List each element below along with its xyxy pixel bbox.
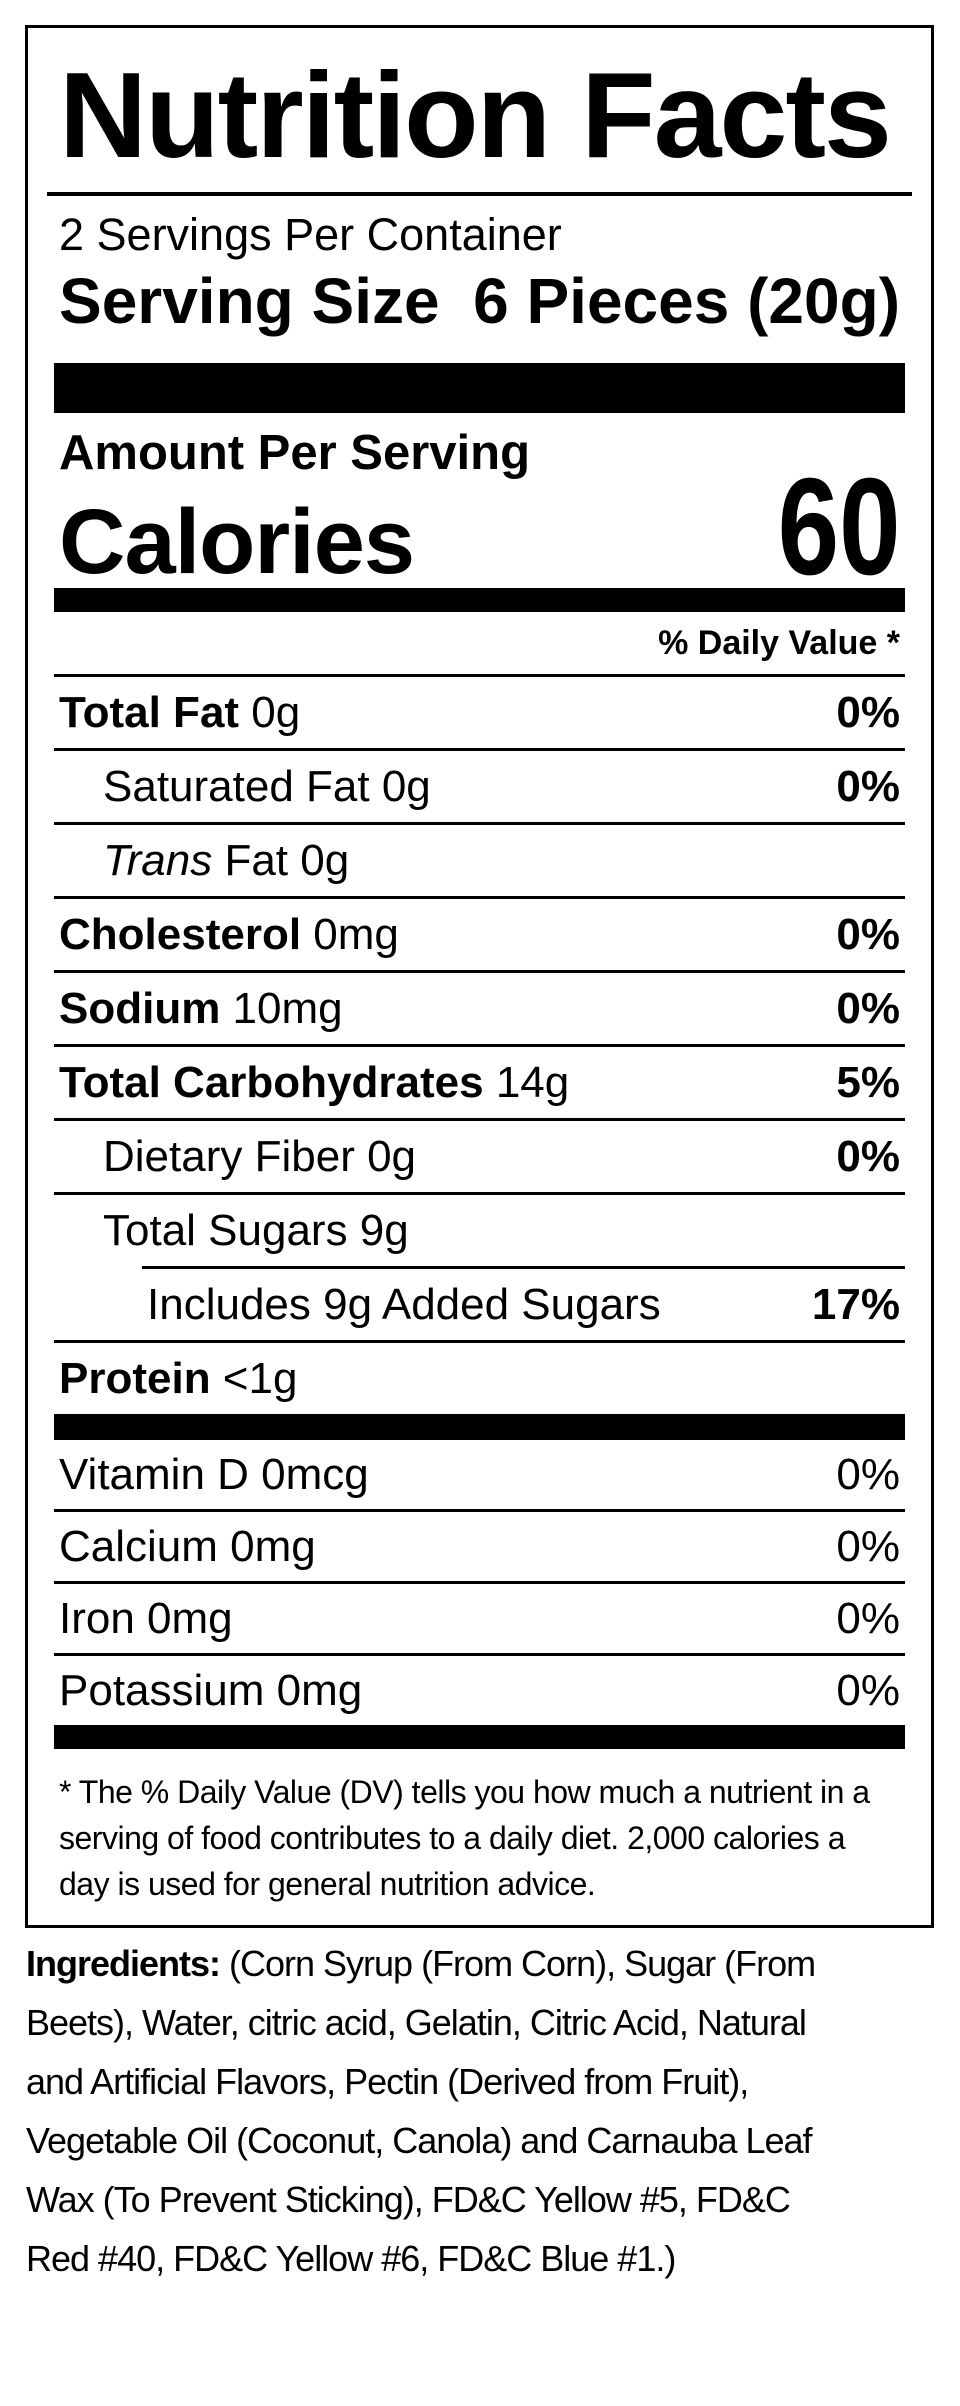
nutrient-row: Sodium 10mg 0% (59, 973, 900, 1044)
row-divider (54, 1340, 905, 1343)
ingredients-line: and Artificial Flavors, Pectin (Derived … (26, 2061, 749, 2102)
nutrient-row: Saturated Fat 0g 0% (59, 751, 900, 822)
nutrient-label: Total Carbohydrates 14g (59, 1057, 570, 1107)
nutrient-label: Dietary Fiber 0g (103, 1131, 417, 1181)
daily-value-header: % Daily Value * (658, 623, 900, 662)
ingredients-section: Ingredients: (Corn Syrup (From Corn), Sug… (26, 1934, 946, 2288)
serving-size-row: Serving Size 6 Pieces (20g) (59, 269, 900, 333)
nutrient-label: Trans Fat 0g (103, 835, 350, 885)
nutrient-row: Cholesterol 0mg 0% (59, 899, 900, 970)
nutrient-percent: 0% (836, 1521, 900, 1571)
nutrient-label: Iron 0mg (59, 1593, 233, 1643)
nutrient-percent: 0% (836, 983, 900, 1033)
footnote-line: day is used for general nutrition advice… (59, 1866, 596, 1902)
row-divider (54, 970, 905, 973)
nutrient-percent: 0% (836, 909, 900, 959)
ingredients-text: (Corn Syrup (From Corn), Sugar (From (229, 1943, 816, 1984)
ingredients-line: Beets), Water, citric acid, Gelatin, Cit… (26, 2002, 807, 2043)
nutrient-percent: 0% (836, 1131, 900, 1181)
serving-size-value: 6 Pieces (20g) (473, 265, 900, 337)
separator-bar-medium (54, 1725, 905, 1749)
nutrient-row: Includes 9g Added Sugars 17% (59, 1269, 900, 1340)
vitamin-rows: Vitamin D 0mcg 0% Calcium 0mg 0% Iron 0mg 0% P… (54, 1440, 905, 1725)
row-divider (54, 674, 905, 677)
nutrient-rows: Total Fat 0g 0% Saturated Fat 0g 0% Trans Fa… (54, 677, 905, 1414)
nutrient-label: Vitamin D 0mcg (59, 1449, 369, 1499)
row-divider (54, 1192, 905, 1195)
nutrient-percent: 0% (836, 1449, 900, 1499)
nutrient-percent: 17% (811, 1279, 900, 1329)
separator-bar-thick (54, 363, 905, 413)
ingredients-line: Vegetable Oil (Coconut, Canola) and Carn… (26, 2120, 813, 2161)
nutrient-row: Potassium 0mg 0% (59, 1656, 900, 1725)
calories-value: 60 (777, 450, 900, 605)
footnote-line: * The % Daily Value (DV) tells you how m… (59, 1774, 870, 1810)
nutrient-percent: 0% (836, 1593, 900, 1643)
nutrient-percent: 0% (836, 1665, 900, 1715)
nutrient-row: Trans Fat 0g (59, 825, 900, 896)
nutrient-label: Protein <1g (59, 1353, 298, 1403)
daily-value-footnote: * The % Daily Value (DV) tells you how m… (59, 1769, 900, 1907)
row-divider (54, 748, 905, 751)
nutrient-label: Total Fat 0g (59, 687, 301, 737)
row-divider (54, 822, 905, 825)
separator-bar-medium (54, 1414, 905, 1440)
ingredients-line: Wax (To Prevent Sticking), FD&C Yellow #… (26, 2179, 791, 2220)
footnote-line: serving of food contributes to a daily d… (59, 1820, 845, 1856)
label-title: Nutrition Facts (59, 47, 892, 183)
nutrient-row: Total Carbohydrates 14g 5% (59, 1047, 900, 1118)
calories-label: Calories (59, 490, 415, 593)
nutrient-row: Dietary Fiber 0g 0% (59, 1121, 900, 1192)
row-divider (54, 1653, 905, 1656)
nutrient-percent: 0% (836, 687, 900, 737)
row-divider (54, 1044, 905, 1047)
nutrient-row: Calcium 0mg 0% (59, 1512, 900, 1581)
serving-size-label: Serving Size (59, 265, 440, 337)
nutrient-row: Vitamin D 0mcg 0% (59, 1440, 900, 1509)
ingredients-line: Red #40, FD&C Yellow #6, FD&C Blue #1.) (26, 2238, 676, 2279)
nutrient-label: Cholesterol 0mg (59, 909, 399, 959)
row-divider (142, 1266, 905, 1269)
nutrition-label-box: Nutrition Facts 2 Servings Per Container… (25, 25, 934, 1928)
row-divider (54, 896, 905, 899)
nutrient-percent: 5% (836, 1057, 900, 1107)
amount-per-serving-label: Amount Per Serving (59, 426, 531, 480)
row-divider (54, 1509, 905, 1512)
nutrient-label: Saturated Fat 0g (103, 761, 431, 811)
calories-row: Calories 60 (59, 450, 900, 605)
servings-per-container: 2 Servings Per Container (59, 209, 562, 260)
nutrient-label: Sodium 10mg (59, 983, 343, 1033)
row-divider (54, 1118, 905, 1121)
nutrient-row: Total Sugars 9g (59, 1195, 900, 1266)
ingredients-line: Ingredients: (Corn Syrup (From Corn), Sug… (26, 1934, 946, 1993)
nutrient-label: Includes 9g Added Sugars (147, 1279, 661, 1329)
row-divider (54, 1581, 905, 1584)
nutrient-percent: 0% (836, 761, 900, 811)
nutrient-label: Total Sugars 9g (103, 1205, 409, 1255)
nutrient-row: Iron 0mg 0% (59, 1584, 900, 1653)
nutrient-row: Total Fat 0g 0% (59, 677, 900, 748)
title-underline (47, 192, 912, 196)
ingredients-label: Ingredients: (26, 1943, 221, 1984)
nutrient-label: Potassium 0mg (59, 1665, 363, 1715)
nutrient-label: Calcium 0mg (59, 1521, 316, 1571)
nutrient-row: Protein <1g (59, 1343, 900, 1414)
separator-bar-medium (54, 588, 905, 612)
